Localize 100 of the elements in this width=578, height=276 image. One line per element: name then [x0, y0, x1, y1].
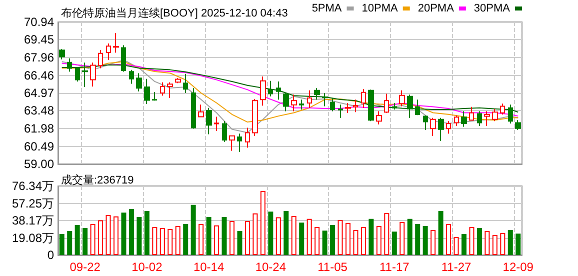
- y-tick-label: 63.48: [24, 104, 54, 118]
- bar: [291, 216, 296, 255]
- candlestick: [175, 78, 181, 84]
- bar: [67, 230, 72, 255]
- candlestick: [407, 94, 413, 118]
- line-series: [61, 59, 519, 134]
- candlestick: [392, 102, 397, 110]
- candlestick: [252, 98, 258, 136]
- candlestick: [446, 120, 451, 134]
- bar: [368, 218, 374, 255]
- bar: [446, 224, 452, 255]
- candlestick: [214, 116, 219, 132]
- bar: [268, 212, 274, 255]
- candlestick: [198, 104, 204, 118]
- bar: [476, 228, 482, 255]
- candlestick: [454, 114, 459, 127]
- bar: [508, 230, 513, 255]
- candlestick: [353, 99, 358, 113]
- candlestick: [260, 76, 266, 106]
- candlestick: [314, 88, 320, 100]
- bar: [114, 216, 118, 255]
- bar: [376, 226, 382, 255]
- candlestick: [167, 82, 173, 98]
- bar: [168, 228, 173, 255]
- bar: [90, 224, 96, 255]
- candlestick: [106, 43, 111, 60]
- bar: [222, 216, 227, 255]
- bar: [338, 220, 343, 255]
- candlestick: [345, 102, 351, 114]
- bar: [214, 225, 220, 255]
- candlestick: [384, 93, 389, 114]
- bar: [244, 221, 250, 255]
- bar: [198, 224, 204, 255]
- candlestick: [191, 88, 196, 130]
- candlestick: [75, 67, 80, 82]
- bar: [190, 204, 196, 255]
- bar: [360, 226, 366, 255]
- bar: [82, 228, 88, 255]
- candlestick: [430, 117, 436, 136]
- bar: [422, 226, 428, 255]
- candlestick: [245, 127, 250, 148]
- bar: [98, 220, 104, 255]
- bar: [484, 230, 490, 255]
- candlestick: [121, 44, 126, 72]
- candlestick: [307, 90, 312, 108]
- bar: [330, 224, 336, 255]
- bar: [152, 226, 158, 255]
- candlestick: [492, 108, 498, 122]
- candlestick: [461, 110, 467, 128]
- bar: [306, 218, 312, 255]
- bar: [407, 218, 412, 255]
- y-tick-label: 61.98: [24, 122, 54, 136]
- bar: [276, 217, 281, 255]
- bar: [322, 230, 328, 255]
- bar: [144, 210, 150, 255]
- candlestick: [160, 82, 165, 96]
- bar: [160, 228, 165, 255]
- y-tick-label: 59.00: [24, 157, 54, 171]
- candlestick: [399, 90, 405, 107]
- x-tick-label: 10-02: [132, 260, 163, 274]
- candlestick: [268, 80, 273, 97]
- candlestick: [276, 80, 281, 100]
- bar: [500, 232, 506, 255]
- candlestick: [508, 104, 513, 124]
- candlestick: [98, 50, 103, 69]
- y-tick-label: 38.17万: [12, 214, 54, 228]
- legend-label: 20PMA: [418, 2, 455, 14]
- bar: [462, 234, 466, 255]
- candlestick: [322, 92, 328, 107]
- y-tick-label: 57.25万: [12, 196, 54, 210]
- candlestick: [129, 69, 134, 84]
- legend-label: 30PMA: [474, 2, 511, 14]
- x-tick-label: 11-05: [318, 260, 348, 274]
- candlestick: [299, 99, 304, 110]
- candlestick: [59, 48, 65, 60]
- bar: [384, 212, 390, 255]
- candlestick: [152, 92, 157, 102]
- y-tick-label: 76.34万: [12, 179, 54, 193]
- legend-label: 5PMA: [312, 2, 342, 14]
- candlestick: [183, 73, 188, 94]
- candlestick: [438, 117, 444, 142]
- candlestick: [90, 62, 96, 87]
- x-tick-label: 11-17: [379, 260, 410, 274]
- x-tick-label: 09-22: [70, 260, 101, 274]
- candlestick: [229, 134, 235, 152]
- y-tick-label: 66.46: [24, 68, 54, 82]
- candlestick: [330, 97, 335, 112]
- candlestick: [338, 104, 343, 118]
- candlestick: [283, 92, 289, 112]
- candlestick: [423, 114, 428, 130]
- bar: [206, 216, 212, 255]
- chart-title: 成交量:236719: [61, 174, 134, 186]
- candlestick: [144, 78, 150, 104]
- candlestick: [477, 110, 482, 127]
- bar: [314, 226, 320, 255]
- chart-title: 布伦特原油当月连续[BOOY] 2025-12-10 04:43: [61, 6, 288, 20]
- bar: [400, 222, 405, 255]
- bar: [284, 210, 289, 255]
- y-tick-label: 60.49: [24, 139, 54, 154]
- bar: [492, 235, 498, 255]
